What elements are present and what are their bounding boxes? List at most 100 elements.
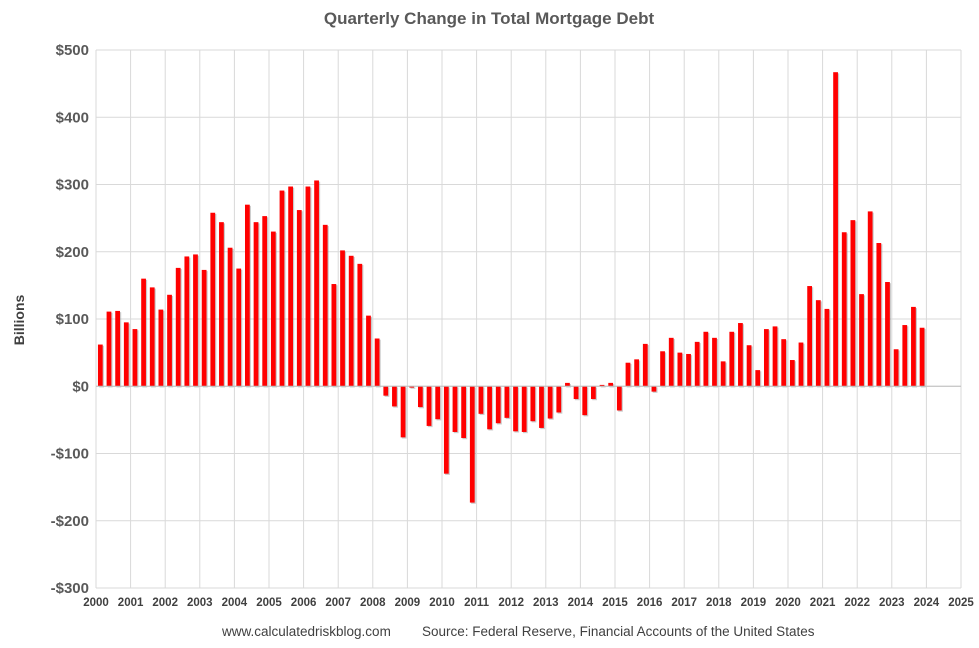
bar <box>815 300 821 387</box>
bar <box>530 386 536 422</box>
bar <box>366 315 371 387</box>
bar <box>763 329 769 387</box>
bar <box>193 254 198 387</box>
x-tick-label: 2005 <box>256 597 282 609</box>
bar <box>729 331 735 387</box>
footer-source: Source: Federal Reserve, Financial Accou… <box>422 624 815 639</box>
y-tick-label: -$100 <box>51 446 89 463</box>
bar <box>305 186 311 387</box>
x-tick-label: 2022 <box>844 597 870 609</box>
bar <box>106 311 112 387</box>
bar <box>772 326 778 387</box>
bar <box>495 386 501 424</box>
bar <box>469 386 475 503</box>
bar <box>141 278 146 387</box>
bar <box>244 204 250 387</box>
x-tick-label: 2021 <box>810 597 836 609</box>
bar <box>504 386 510 418</box>
bar <box>703 331 709 387</box>
x-tick-label: 2023 <box>879 597 905 609</box>
bar <box>417 386 423 408</box>
bar <box>859 294 864 387</box>
bar <box>651 386 657 392</box>
bar <box>789 360 795 387</box>
bar <box>547 386 553 419</box>
bar <box>668 337 674 387</box>
bar <box>392 386 397 407</box>
gridlines <box>95 49 962 589</box>
bar <box>738 323 743 387</box>
bar <box>296 210 302 387</box>
bar <box>590 386 596 400</box>
y-tick-label: $300 <box>56 177 89 194</box>
bar <box>219 222 224 387</box>
bar <box>487 386 492 430</box>
bar <box>201 269 207 387</box>
x-tick-label: 2025 <box>948 597 974 609</box>
bar <box>253 222 259 387</box>
bar <box>599 384 605 387</box>
x-tick-label: 2017 <box>671 597 697 609</box>
bar <box>556 386 562 413</box>
bar <box>270 231 276 387</box>
bar-series <box>97 72 926 504</box>
bar <box>616 386 622 411</box>
x-tick-label: 2015 <box>602 597 628 609</box>
bar <box>919 327 925 387</box>
bar <box>755 370 761 387</box>
bar <box>314 180 319 387</box>
bar <box>807 286 813 387</box>
bar <box>694 341 700 387</box>
bar <box>383 386 389 396</box>
bar <box>867 211 873 387</box>
footer-website: www.calculatedriskblog.com <box>221 624 391 639</box>
bar <box>227 247 233 387</box>
bar <box>634 359 640 387</box>
y-tick-label: -$300 <box>51 580 89 597</box>
bar <box>322 224 328 387</box>
bar <box>841 232 847 387</box>
bar <box>115 310 121 387</box>
bar <box>132 329 138 387</box>
bar <box>824 308 830 387</box>
bar <box>340 250 345 387</box>
bar <box>409 386 415 388</box>
bar <box>97 344 103 387</box>
x-tick-label: 2007 <box>325 597 351 609</box>
bar <box>149 287 155 387</box>
x-tick-label: 2018 <box>706 597 732 609</box>
bar <box>521 386 527 432</box>
x-tick-label: 2014 <box>568 597 594 609</box>
bar <box>426 386 432 426</box>
bar <box>582 386 588 416</box>
bar <box>357 263 363 387</box>
bar <box>175 267 181 387</box>
bar <box>539 386 544 428</box>
y-tick-label: $100 <box>56 311 89 328</box>
x-tick-label: 2020 <box>775 597 801 609</box>
x-tick-label: 2001 <box>118 597 144 609</box>
bar <box>746 345 752 387</box>
y-axis-ticks: $500 $400 $300 $200 $100 $0 -$100 -$200 -$300 <box>51 42 89 597</box>
bar <box>374 338 380 387</box>
bar <box>720 361 726 387</box>
x-tick-label: 2009 <box>395 597 421 609</box>
bar <box>167 294 172 387</box>
bar <box>210 212 216 387</box>
bar <box>236 268 242 387</box>
x-tick-label: 2024 <box>914 597 940 609</box>
chart-title: Quarterly Change in Total Mortgage Debt <box>324 9 655 28</box>
x-tick-label: 2016 <box>637 597 663 609</box>
bar <box>911 306 916 387</box>
bar <box>478 386 484 414</box>
bar <box>452 386 458 432</box>
x-tick-label: 2002 <box>152 597 178 609</box>
x-tick-label: 2004 <box>222 597 248 609</box>
x-tick-label: 2003 <box>187 597 213 609</box>
bar <box>348 255 354 387</box>
bar <box>184 256 190 387</box>
bar <box>833 72 838 387</box>
y-tick-label: $400 <box>56 109 89 126</box>
bar <box>850 220 856 387</box>
bar <box>400 386 406 438</box>
